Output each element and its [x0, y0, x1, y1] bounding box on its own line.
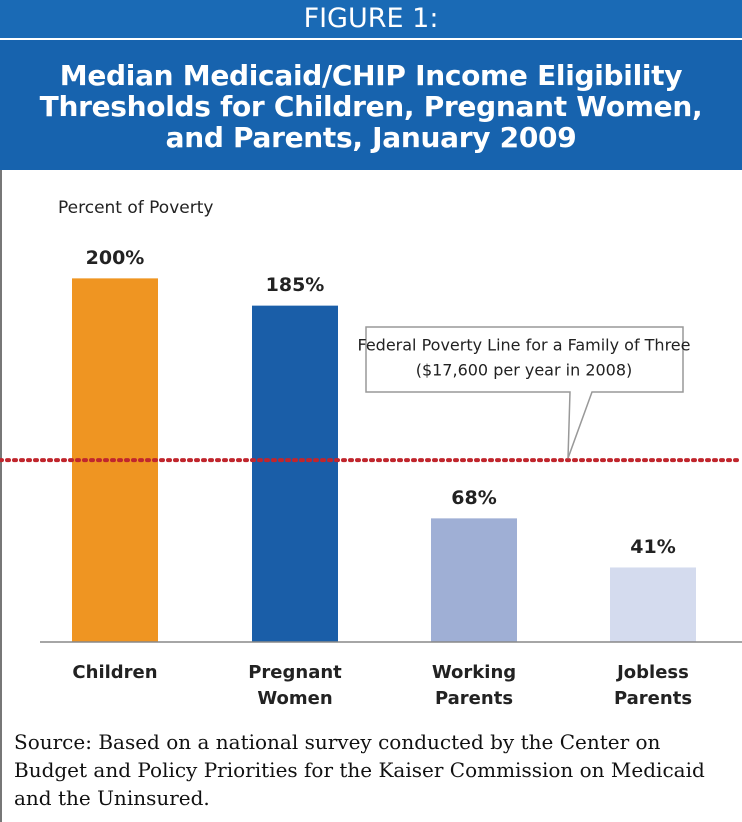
x-tick-label: Pregnant Women: [248, 662, 342, 709]
y-axis-label: Percent of Poverty: [58, 198, 213, 218]
chart-title: Thresholds for Children, Pregnant Women,: [39, 90, 703, 123]
bar: [610, 567, 696, 642]
value-label: 185%: [266, 274, 325, 296]
chart-title: Median Medicaid/CHIP Income Eligibility: [59, 59, 683, 92]
callout-text: Federal Poverty Line for a Family of Thr…: [358, 336, 691, 355]
chart-frame: [0, 170, 740, 822]
x-tick-label: Jobless Parents: [614, 662, 692, 709]
x-tick-label: Children: [72, 662, 157, 683]
value-label: 68%: [451, 487, 496, 509]
title-block: Median Medicaid/CHIP Income Eligibility …: [0, 40, 742, 153]
header: FIGURE 1: Median Medicaid/CHIP Income El…: [0, 0, 742, 170]
bar: [252, 305, 338, 642]
callout-box: [365, 326, 684, 459]
figure-label: FIGURE 1:: [0, 0, 742, 40]
source-note: Source: Based on a national survey condu…: [14, 730, 705, 810]
chart-title: and Parents, January 2009: [165, 121, 577, 154]
value-label: 200%: [86, 247, 145, 269]
value-label: 41%: [630, 536, 675, 558]
callout-text: ($17,600 per year in 2008): [416, 361, 633, 380]
x-tick-label: Working Parents: [432, 662, 516, 709]
bar: [431, 518, 517, 642]
